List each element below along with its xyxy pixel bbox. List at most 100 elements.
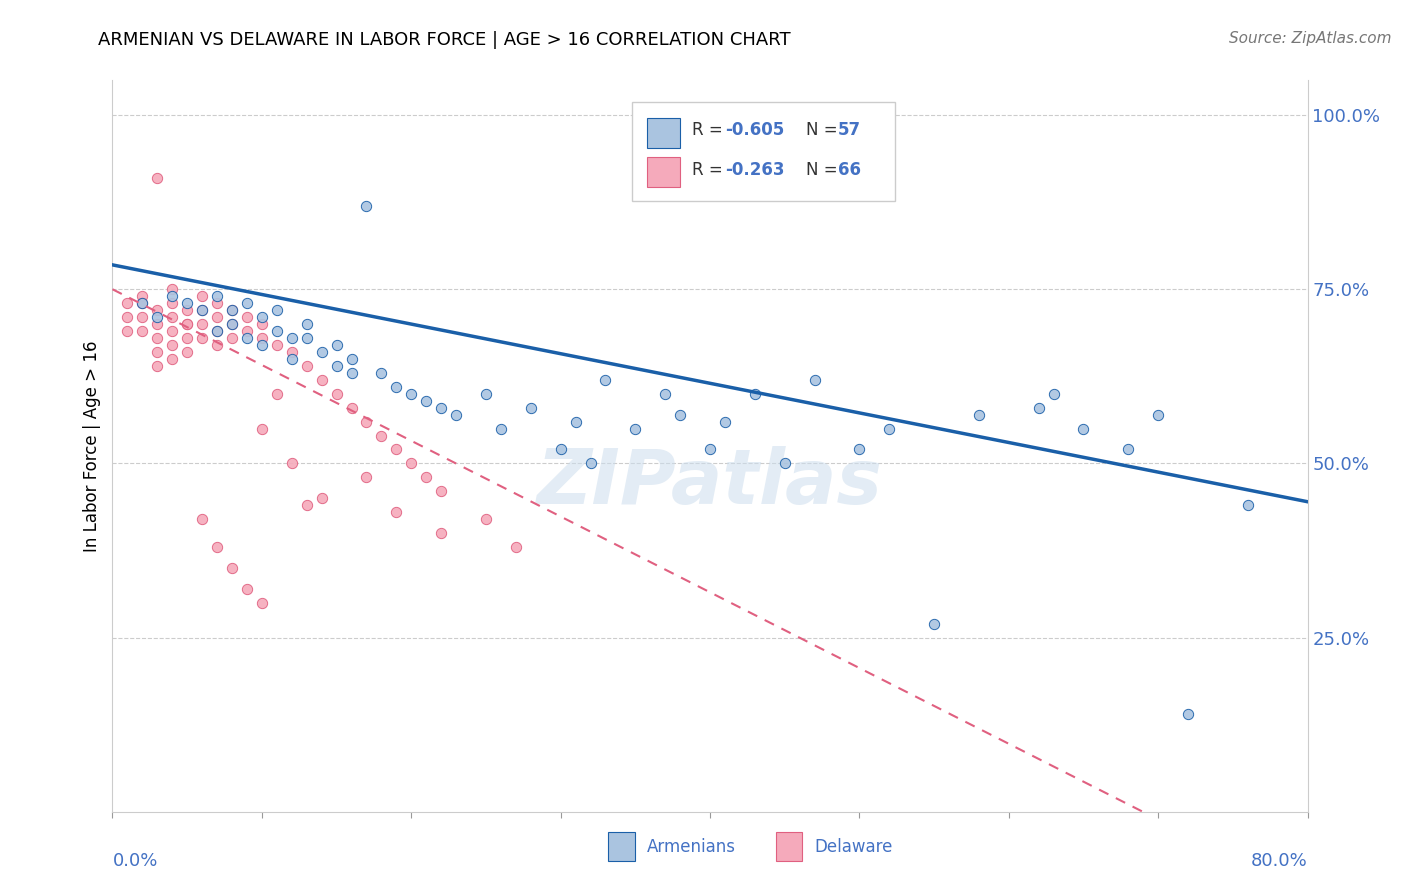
Point <box>1073 421 1095 435</box>
Point <box>191 303 214 318</box>
Point <box>221 303 243 318</box>
Point <box>236 582 259 596</box>
Point <box>295 498 318 512</box>
Point <box>475 512 498 526</box>
Point <box>250 310 273 325</box>
Point <box>281 345 304 359</box>
Point <box>401 457 423 471</box>
Point <box>162 351 183 366</box>
Point <box>176 331 198 345</box>
Point <box>176 296 198 310</box>
Point <box>146 345 169 359</box>
Point <box>340 351 363 366</box>
Point <box>295 331 318 345</box>
Point <box>430 484 453 499</box>
Point <box>191 512 214 526</box>
Point <box>624 421 647 435</box>
Point <box>967 408 990 422</box>
Text: N =: N = <box>806 121 842 139</box>
Point <box>281 457 304 471</box>
Point <box>131 289 153 303</box>
Point <box>250 317 273 331</box>
Point <box>803 373 825 387</box>
Point <box>146 310 169 325</box>
Point <box>131 296 153 310</box>
Point <box>250 596 273 610</box>
Text: Delaware: Delaware <box>814 838 893 855</box>
Point <box>176 303 198 318</box>
Point <box>1177 707 1199 722</box>
Point <box>131 310 153 325</box>
Point <box>266 324 288 338</box>
Point <box>162 282 183 296</box>
Point <box>117 324 139 338</box>
FancyBboxPatch shape <box>633 103 896 201</box>
Y-axis label: In Labor Force | Age > 16: In Labor Force | Age > 16 <box>83 340 101 552</box>
Point <box>714 415 737 429</box>
Point <box>236 310 259 325</box>
Point <box>221 561 243 575</box>
Point <box>281 351 304 366</box>
Text: R =: R = <box>692 161 728 178</box>
Point <box>475 386 498 401</box>
Point <box>205 540 228 554</box>
Point <box>1118 442 1140 457</box>
Point <box>595 373 617 387</box>
Text: 0.0%: 0.0% <box>112 852 157 870</box>
Text: 57: 57 <box>838 121 860 139</box>
Point <box>131 324 153 338</box>
Point <box>340 366 363 380</box>
Text: Source: ZipAtlas.com: Source: ZipAtlas.com <box>1229 31 1392 46</box>
Point <box>773 457 796 471</box>
Point <box>162 310 183 325</box>
Text: -0.605: -0.605 <box>725 121 785 139</box>
Text: R =: R = <box>692 121 728 139</box>
Point <box>879 421 901 435</box>
Point <box>205 296 228 310</box>
Text: ZIPatlas: ZIPatlas <box>537 446 883 519</box>
Point <box>250 421 273 435</box>
Point <box>1028 401 1050 415</box>
Point <box>325 338 347 352</box>
Point <box>205 289 228 303</box>
Point <box>266 303 288 318</box>
Point <box>415 393 437 408</box>
Point <box>356 415 378 429</box>
Point <box>505 540 527 554</box>
Point <box>370 366 392 380</box>
Point <box>848 442 870 457</box>
Point <box>146 303 169 318</box>
Point <box>281 331 304 345</box>
Point <box>430 526 453 541</box>
Point <box>444 408 467 422</box>
Point <box>176 317 198 331</box>
Point <box>162 338 183 352</box>
FancyBboxPatch shape <box>609 832 634 862</box>
Point <box>744 386 766 401</box>
FancyBboxPatch shape <box>647 157 681 187</box>
Point <box>146 170 169 185</box>
Point <box>1042 386 1064 401</box>
Point <box>266 338 288 352</box>
Point <box>146 331 169 345</box>
Point <box>162 296 183 310</box>
FancyBboxPatch shape <box>776 832 801 862</box>
Point <box>236 296 259 310</box>
Point <box>564 415 586 429</box>
Point <box>191 317 214 331</box>
Point <box>385 442 408 457</box>
Point <box>221 317 243 331</box>
Point <box>520 401 543 415</box>
Point <box>922 616 945 631</box>
Point <box>1237 498 1260 512</box>
Point <box>221 317 243 331</box>
Point <box>295 317 318 331</box>
Text: -0.263: -0.263 <box>725 161 785 178</box>
Point <box>205 324 228 338</box>
Point <box>205 310 228 325</box>
Point <box>654 386 676 401</box>
Point <box>131 296 153 310</box>
Point <box>430 401 453 415</box>
Text: N =: N = <box>806 161 842 178</box>
Point <box>385 505 408 519</box>
